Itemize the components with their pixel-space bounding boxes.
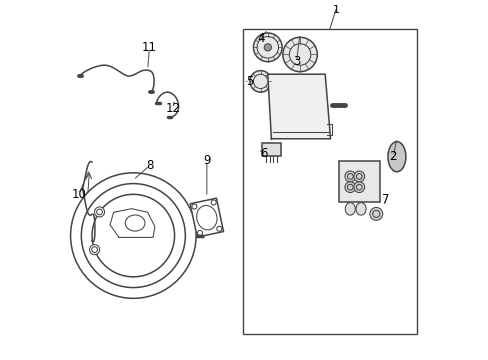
Text: 3: 3 [292,55,300,68]
Bar [338,161,379,202]
Bar [261,143,281,156]
Text: 4: 4 [256,32,264,45]
Ellipse shape [345,203,355,215]
Ellipse shape [387,141,405,172]
Circle shape [353,171,364,182]
Text: 8: 8 [145,159,153,172]
Circle shape [369,207,382,220]
Circle shape [264,44,271,51]
Text: 9: 9 [203,154,210,167]
Polygon shape [190,198,223,237]
Text: 7: 7 [382,193,389,206]
Circle shape [282,37,317,72]
Circle shape [94,207,104,217]
Circle shape [253,33,282,62]
Text: 10: 10 [71,188,86,201]
Circle shape [344,182,355,193]
Circle shape [249,71,271,92]
Circle shape [89,245,100,255]
Ellipse shape [355,203,366,215]
Bar [242,30,416,334]
Polygon shape [267,74,330,139]
Text: 2: 2 [389,150,396,163]
Text: 11: 11 [142,41,157,54]
Circle shape [344,171,355,182]
Text: 5: 5 [245,75,253,88]
Polygon shape [110,209,155,237]
Text: 6: 6 [260,147,267,159]
Circle shape [353,182,364,193]
Text: 1: 1 [332,5,339,15]
Text: 12: 12 [165,102,180,115]
